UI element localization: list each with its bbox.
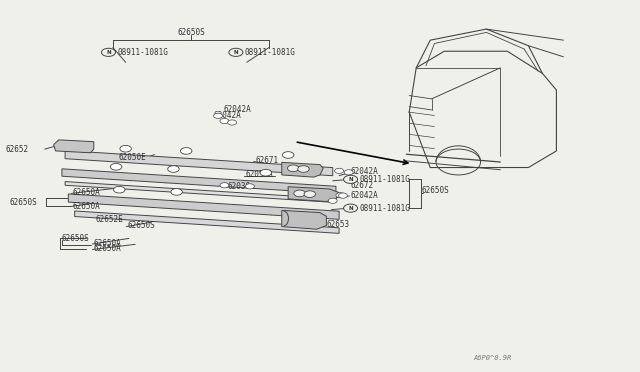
Text: 08911-1081G: 08911-1081G [360,203,410,213]
Circle shape [294,190,305,197]
Text: 62030: 62030 [228,182,251,191]
Circle shape [287,165,299,171]
Circle shape [101,48,115,57]
Text: 62650A: 62650A [73,188,100,197]
Polygon shape [282,211,326,229]
Polygon shape [75,211,339,233]
Text: 62650S: 62650S [9,198,36,207]
Text: N: N [106,50,111,55]
Text: 62042A: 62042A [351,191,378,200]
Circle shape [282,152,294,158]
Text: 08911-1081G: 08911-1081G [360,175,410,184]
Text: 62050E: 62050E [119,153,147,162]
Circle shape [229,48,243,57]
Text: 62650A: 62650A [73,202,100,211]
Circle shape [344,170,353,175]
Circle shape [120,145,131,152]
Text: 62652: 62652 [6,145,29,154]
Circle shape [220,183,229,188]
Circle shape [220,118,229,124]
Text: 62042A: 62042A [214,111,241,121]
Circle shape [246,184,254,189]
Circle shape [336,193,345,198]
Circle shape [339,193,348,198]
Polygon shape [65,182,336,202]
Circle shape [214,113,223,118]
Polygon shape [68,194,339,219]
Text: A6P0^0.9R: A6P0^0.9R [473,355,511,361]
Circle shape [328,198,337,203]
Polygon shape [65,151,333,176]
Text: 62650S: 62650S [177,28,205,36]
Circle shape [180,148,192,154]
Circle shape [113,186,125,193]
Text: N: N [234,50,238,55]
Circle shape [344,204,358,212]
Text: 62652E: 62652E [96,215,124,224]
Circle shape [171,189,182,195]
Polygon shape [62,169,336,194]
Circle shape [298,166,309,172]
Polygon shape [54,140,94,153]
Text: 62650A: 62650A [94,244,122,253]
Text: 62672: 62672 [351,182,374,190]
Text: 62050A: 62050A [246,170,273,179]
Text: 62650A: 62650A [94,239,122,248]
Circle shape [304,191,316,198]
Text: 62650S: 62650S [422,186,450,195]
Polygon shape [282,162,323,177]
Circle shape [335,168,344,173]
Text: 62650S: 62650S [62,234,90,243]
Polygon shape [288,187,339,202]
Text: N: N [348,177,353,182]
Text: N: N [348,206,353,211]
Circle shape [228,120,237,125]
Text: 62042A: 62042A [223,105,251,114]
Text: 08911-1081G: 08911-1081G [245,48,296,57]
Circle shape [260,169,271,176]
Circle shape [344,175,358,183]
Text: 62671: 62671 [255,156,278,166]
Text: 62042A: 62042A [351,167,378,176]
Text: 62653: 62653 [326,220,349,229]
Text: 08911-1081G: 08911-1081G [117,48,168,57]
Circle shape [110,163,122,170]
Text: 62650S: 62650S [127,221,156,230]
Circle shape [168,166,179,172]
